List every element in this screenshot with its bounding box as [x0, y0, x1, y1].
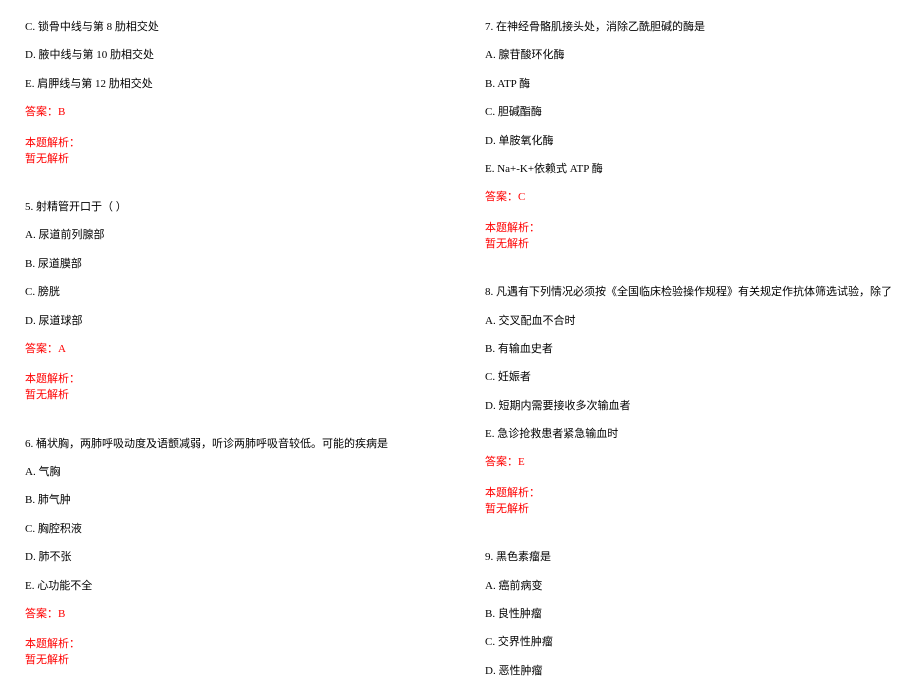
spacer	[25, 417, 435, 437]
q5-analysis-text: 暂无解析	[25, 388, 435, 403]
q4-option-e: E. 肩胛线与第 12 肋相交处	[25, 77, 435, 92]
q7-option-b: B. ATP 酶	[485, 77, 895, 92]
q7-option-d: D. 单胺氧化酶	[485, 134, 895, 149]
q7-stem: 7. 在神经骨骼肌接头处，消除乙酰胆碱的酶是	[485, 20, 895, 35]
q8-analysis-label: 本题解析：	[485, 484, 895, 500]
q8-option-b: B. 有输血史者	[485, 342, 895, 357]
q6-option-c: C. 胸腔积液	[25, 522, 435, 537]
q8-analysis-text: 暂无解析	[485, 502, 895, 517]
q4-answer: 答案：B	[25, 105, 435, 120]
q8-option-c: C. 妊娠者	[485, 370, 895, 385]
q6-option-d: D. 肺不张	[25, 550, 435, 565]
page-container: C. 锁骨中线与第 8 肋相交处 D. 腋中线与第 10 肋相交处 E. 肩胛线…	[0, 0, 920, 651]
q4-analysis-label: 本题解析：	[25, 134, 435, 150]
q5-option-d: D. 尿道球部	[25, 314, 435, 329]
left-column: C. 锁骨中线与第 8 肋相交处 D. 腋中线与第 10 肋相交处 E. 肩胛线…	[0, 0, 460, 651]
q6-analysis-text: 暂无解析	[25, 653, 435, 668]
spacer	[485, 530, 895, 550]
q5-option-a: A. 尿道前列腺部	[25, 228, 435, 243]
q7-analysis-text: 暂无解析	[485, 237, 895, 252]
q9-option-d: D. 恶性肿瘤	[485, 664, 895, 679]
q5-stem: 5. 射精管开口于（ ）	[25, 200, 435, 215]
q5-option-b: B. 尿道膜部	[25, 257, 435, 272]
q8-stem: 8. 凡遇有下列情况必须按《全国临床检验操作规程》有关规定作抗体筛选试验，除了	[485, 285, 895, 300]
q6-analysis-label: 本题解析：	[25, 635, 435, 651]
q8-option-e: E. 急诊抢救患者紧急输血时	[485, 427, 895, 442]
q8-answer: 答案：E	[485, 455, 895, 470]
q4-analysis-text: 暂无解析	[25, 152, 435, 167]
q8-option-a: A. 交叉配血不合时	[485, 314, 895, 329]
spacer	[25, 180, 435, 200]
q7-option-e: E. Na+-K+依赖式 ATP 酶	[485, 162, 895, 177]
q9-stem: 9. 黑色素瘤是	[485, 550, 895, 565]
q9-option-c: C. 交界性肿瘤	[485, 635, 895, 650]
spacer	[485, 265, 895, 285]
q4-option-d: D. 腋中线与第 10 肋相交处	[25, 48, 435, 63]
q6-option-e: E. 心功能不全	[25, 579, 435, 594]
q6-option-b: B. 肺气肿	[25, 493, 435, 508]
q7-answer: 答案：C	[485, 190, 895, 205]
q9-option-b: B. 良性肿瘤	[485, 607, 895, 622]
q4-option-c: C. 锁骨中线与第 8 肋相交处	[25, 20, 435, 35]
q5-option-c: C. 膀胱	[25, 285, 435, 300]
q6-option-a: A. 气胸	[25, 465, 435, 480]
q5-analysis-label: 本题解析：	[25, 370, 435, 386]
q8-option-d: D. 短期内需要接收多次输血者	[485, 399, 895, 414]
q6-answer: 答案：B	[25, 607, 435, 622]
q7-option-a: A. 腺苷酸环化酶	[485, 48, 895, 63]
right-column: 7. 在神经骨骼肌接头处，消除乙酰胆碱的酶是 A. 腺苷酸环化酶 B. ATP …	[460, 0, 920, 651]
q7-analysis-label: 本题解析：	[485, 219, 895, 235]
q7-option-c: C. 胆碱酯酶	[485, 105, 895, 120]
q9-option-a: A. 癌前病变	[485, 579, 895, 594]
q5-answer: 答案：A	[25, 342, 435, 357]
q6-stem: 6. 桶状胸，两肺呼吸动度及语颤减弱，听诊两肺呼吸音较低。可能的疾病是	[25, 437, 435, 452]
